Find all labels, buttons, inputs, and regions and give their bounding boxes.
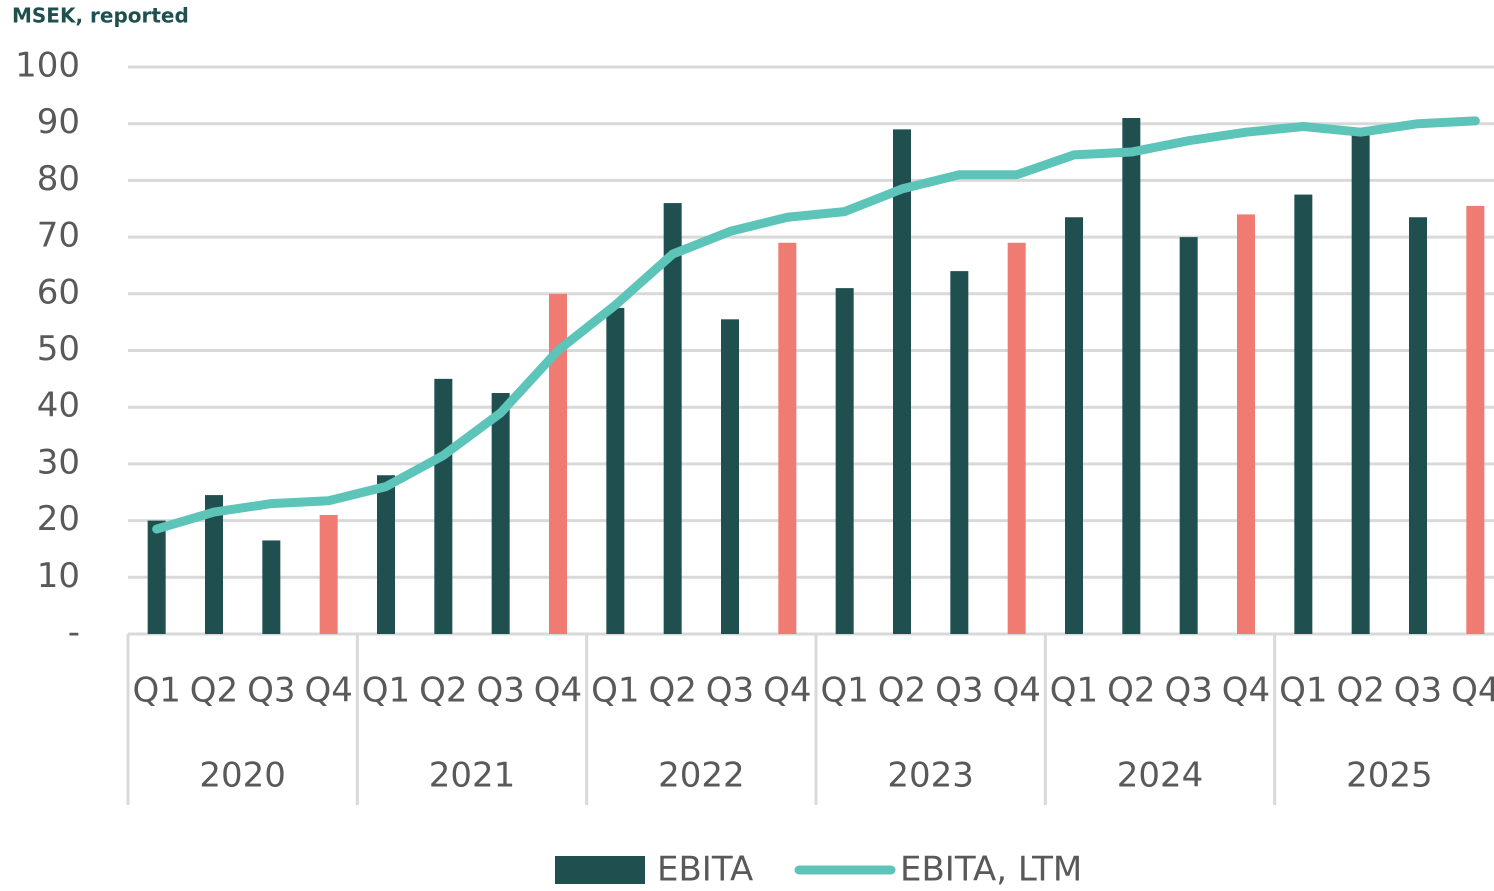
- x-tick-label: Q2: [1336, 671, 1384, 711]
- y-tick-label: 40: [37, 386, 80, 426]
- x-tick-label: Q2: [878, 671, 926, 711]
- y-tick-label: 20: [37, 499, 80, 539]
- bar: [1007, 242, 1026, 634]
- legend-swatch: [555, 856, 645, 884]
- x-tick-label: Q1: [591, 671, 639, 711]
- bar: [606, 307, 625, 634]
- y-tick-label: 70: [37, 216, 80, 256]
- x-tick-label: Q4: [763, 671, 811, 711]
- x-tick-label: Q3: [706, 671, 754, 711]
- bar: [549, 293, 567, 634]
- year-label: 2023: [887, 756, 974, 796]
- x-tick-label: Q4: [534, 671, 582, 711]
- bar: [1237, 214, 1255, 635]
- x-tick-label: Q4: [992, 671, 1040, 711]
- bar: [377, 475, 395, 634]
- x-tick-label: Q4: [1222, 671, 1270, 711]
- bar: [893, 129, 911, 634]
- bar: [778, 242, 797, 634]
- bar: [721, 319, 739, 634]
- bar: [663, 203, 682, 634]
- year-label: 2022: [658, 756, 745, 796]
- bar: [835, 288, 854, 634]
- year-label: 2020: [199, 756, 286, 796]
- x-tick-label: Q2: [419, 671, 467, 711]
- x-tick-label: Q2: [648, 671, 696, 711]
- x-tick-label: Q3: [476, 671, 524, 711]
- bar: [205, 495, 223, 634]
- x-tick-label: Q4: [304, 671, 352, 711]
- x-tick-label: Q1: [1050, 671, 1098, 711]
- y-tick-label: 60: [37, 272, 80, 312]
- bar: [1294, 194, 1313, 634]
- y-tick-label: 100: [15, 46, 80, 86]
- y-tick-label: 80: [37, 159, 80, 199]
- x-tick-label: Q1: [820, 671, 868, 711]
- x-tick-label: Q2: [190, 671, 238, 711]
- bar: [262, 540, 281, 634]
- y-tick-label: 50: [37, 329, 80, 369]
- legend-label: EBITA: [657, 850, 753, 890]
- x-tick-label: Q2: [1107, 671, 1155, 711]
- bar: [1409, 217, 1427, 634]
- x-tick-label: Q3: [935, 671, 983, 711]
- bar: [950, 271, 969, 634]
- year-label: 2024: [1117, 756, 1204, 796]
- y-tick-label: 30: [37, 442, 80, 482]
- x-tick-label: Q3: [247, 671, 295, 711]
- legend-label: EBITA, LTM: [900, 850, 1082, 890]
- bar: [147, 520, 166, 634]
- bar: [491, 393, 510, 634]
- bar: [1351, 135, 1370, 635]
- x-tick-label: Q3: [1164, 671, 1212, 711]
- x-tick-label: Q4: [1451, 671, 1494, 711]
- x-tick-label: Q1: [362, 671, 410, 711]
- bar: [319, 514, 338, 634]
- x-tick-label: Q3: [1394, 671, 1442, 711]
- bar: [434, 378, 453, 634]
- year-label: 2021: [429, 756, 516, 796]
- x-tick-label: Q1: [1279, 671, 1327, 711]
- bar: [1179, 237, 1198, 634]
- y-tick-label: 10: [37, 556, 80, 596]
- bar: [1466, 205, 1485, 635]
- y-axis-label: MSEK, reported: [12, 4, 189, 28]
- y-tick-label: 90: [37, 102, 80, 142]
- year-label: 2025: [1346, 756, 1433, 796]
- bar: [1122, 118, 1141, 634]
- y-tick-label: -: [68, 613, 80, 653]
- bar: [1065, 217, 1083, 634]
- x-tick-label: Q1: [132, 671, 180, 711]
- line: [152, 116, 1480, 534]
